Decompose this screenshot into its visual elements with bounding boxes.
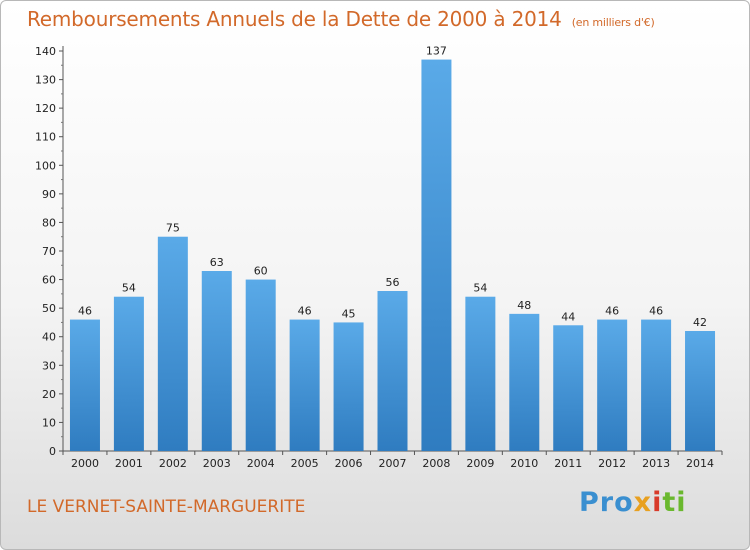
bar xyxy=(509,313,540,451)
x-tick-label: 2009 xyxy=(466,457,494,470)
axes: 0 10 20 30 40 50 60 70 80 90 100 110 120 130 140 2000 20… xyxy=(35,45,723,470)
bar xyxy=(333,322,364,451)
y-tick-label: 40 xyxy=(42,331,56,344)
y-tick-label: 10 xyxy=(42,416,56,429)
bar xyxy=(289,319,320,451)
y-tick-label: 140 xyxy=(35,45,56,58)
x-tick-label: 2012 xyxy=(598,457,626,470)
logo-part-4: ti xyxy=(662,487,687,518)
chart-unit: (en milliers d'€) xyxy=(571,16,655,29)
y-tick-label: 30 xyxy=(42,359,56,372)
title-text: Remboursements Annuels de la Dette de 20… xyxy=(27,7,562,31)
y-tick-label: 110 xyxy=(35,131,56,144)
x-tick-label: 2000 xyxy=(71,457,99,470)
data-label: 75 xyxy=(166,222,180,235)
proxiti-logo: Proxiti xyxy=(579,487,687,518)
data-label: 46 xyxy=(298,305,312,318)
data-label: 46 xyxy=(649,305,663,318)
data-label: 46 xyxy=(605,305,619,318)
x-tick-label: 2007 xyxy=(379,457,407,470)
y-tick-label: 20 xyxy=(42,388,56,401)
bar xyxy=(69,319,100,451)
x-tick-label: 2008 xyxy=(422,457,450,470)
bar xyxy=(685,331,716,451)
y-tick-label: 90 xyxy=(42,188,56,201)
logo-part-2: x xyxy=(633,487,653,518)
y-tick-label: 80 xyxy=(42,216,56,229)
x-tick-label: 2014 xyxy=(686,457,714,470)
y-tick-label: 70 xyxy=(42,245,56,258)
data-label: 44 xyxy=(561,310,575,323)
chart-title: Remboursements Annuels de la Dette de 20… xyxy=(27,7,655,31)
data-label: 48 xyxy=(517,299,531,312)
labels: 46 54 75 63 60 46 45 56 137 54 48 44 46 46 42 xyxy=(78,45,707,329)
bar xyxy=(113,296,144,451)
bar xyxy=(201,271,232,451)
y-tick-label: 60 xyxy=(42,274,56,287)
logo-part-1: Pro xyxy=(579,487,634,518)
data-label: 56 xyxy=(386,276,400,289)
y-tick-label: 50 xyxy=(42,302,56,315)
bar xyxy=(421,59,452,451)
data-label: 137 xyxy=(426,45,447,58)
x-tick-label: 2006 xyxy=(335,457,363,470)
commune-name: LE VERNET-SAINTE-MARGUERITE xyxy=(27,497,306,517)
bars xyxy=(69,59,716,451)
y-tick-label: 130 xyxy=(35,74,56,87)
x-tick-label: 2005 xyxy=(291,457,319,470)
x-tick-label: 2002 xyxy=(159,457,187,470)
bar xyxy=(465,296,496,451)
data-label: 46 xyxy=(78,305,92,318)
x-tick-label: 2001 xyxy=(115,457,143,470)
bar xyxy=(157,236,188,451)
y-tick-label: 120 xyxy=(35,102,56,115)
data-label: 45 xyxy=(342,307,356,320)
x-tick-label: 2013 xyxy=(642,457,670,470)
y-tick-label: 100 xyxy=(35,159,56,172)
y-tick-label: 0 xyxy=(49,445,56,458)
x-tick-label: 2003 xyxy=(203,457,231,470)
logo-part-3: i xyxy=(652,487,663,518)
data-label: 54 xyxy=(122,282,136,295)
bar xyxy=(641,319,672,451)
data-label: 63 xyxy=(210,256,224,269)
x-tick-label: 2004 xyxy=(247,457,275,470)
bar xyxy=(377,291,408,451)
data-label: 42 xyxy=(693,316,707,329)
bar xyxy=(245,279,276,451)
x-tick-label: 2011 xyxy=(554,457,582,470)
bar xyxy=(597,319,628,451)
x-tick-label: 2010 xyxy=(510,457,538,470)
data-label: 60 xyxy=(254,265,268,278)
data-label: 54 xyxy=(473,282,487,295)
bar xyxy=(553,325,584,451)
